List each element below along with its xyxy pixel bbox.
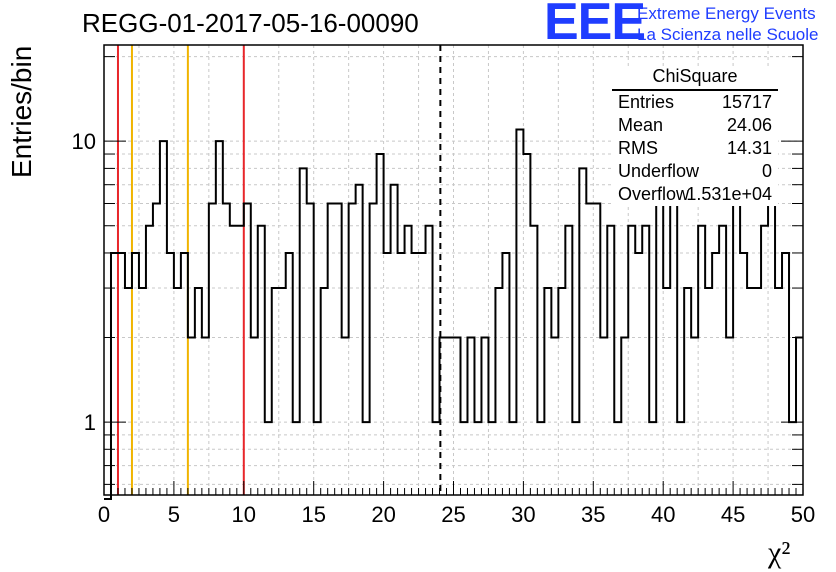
x-tick-label: 30 — [511, 502, 535, 527]
stats-value: 1.531e+04 — [686, 184, 772, 204]
x-tick-label: 5 — [168, 502, 180, 527]
eee-subtitle-2: La Scienza nelle Scuole — [637, 25, 819, 44]
x-axis-label: χ² — [768, 536, 791, 569]
x-tick-label: 25 — [441, 502, 465, 527]
stats-value: 14.31 — [726, 138, 772, 158]
x-tick-label: 45 — [721, 502, 745, 527]
x-tick-label: 40 — [651, 502, 675, 527]
histogram-series — [104, 128, 803, 500]
x-tick-label: 10 — [232, 502, 256, 527]
stats-value: 0 — [761, 161, 772, 181]
run-title: REGG-01-2017-05-16-00090 — [82, 8, 419, 38]
x-tick-label: 20 — [371, 502, 395, 527]
eee-subtitle-1: Extreme Energy Events — [637, 4, 816, 23]
y-tick-label: 10 — [72, 129, 96, 154]
stats-row-entries: Entries 15717 — [618, 92, 772, 114]
stats-row-mean: Mean 24.06 — [618, 115, 772, 137]
stats-row-overflow: Overflow 1.531e+04 — [618, 184, 772, 206]
x-tick-label: 15 — [301, 502, 325, 527]
stats-box: ChiSquare Entries 15717 Mean 24.06 RMS 1… — [612, 66, 778, 206]
stats-label: Overflow — [618, 184, 690, 204]
y-axis-label: Entries/bin — [6, 45, 37, 178]
stats-label: RMS — [618, 138, 658, 158]
eee-logo: EEE — [544, 0, 646, 51]
stats-row-underflow: Underflow 0 — [618, 161, 772, 183]
x-tick-label: 50 — [791, 502, 815, 527]
stats-value: 15717 — [721, 92, 772, 112]
stats-value: 24.06 — [726, 115, 772, 135]
stats-label: Mean — [618, 115, 664, 135]
stats-row-rms: RMS 14.31 — [618, 138, 772, 160]
stats-title: ChiSquare — [652, 66, 738, 86]
x-tick-label: 35 — [581, 502, 605, 527]
y-tick-label: 1 — [84, 410, 96, 435]
x-tick-label: 0 — [98, 502, 110, 527]
stats-label: Entries — [618, 92, 675, 112]
stats-label: Underflow — [618, 161, 700, 181]
stats-divider — [612, 89, 778, 91]
